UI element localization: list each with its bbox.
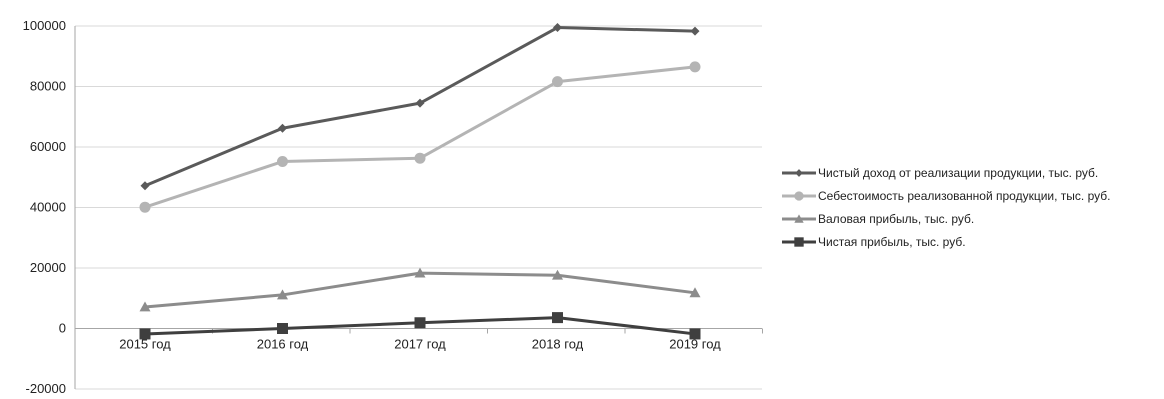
x-tick-label: 2016 год	[257, 337, 309, 352]
y-tick-label: 80000	[30, 79, 66, 94]
gridlines	[75, 25, 762, 390]
x-tick-label: 2018 год	[532, 337, 584, 352]
series-1	[140, 23, 700, 191]
y-tick-label: 40000	[30, 200, 66, 215]
y-tick-label: 100000	[23, 18, 66, 33]
series-2	[139, 61, 701, 213]
data-point	[414, 317, 426, 329]
data-point	[690, 26, 700, 36]
legend-item: Чистая прибыль, тыс. руб.	[782, 235, 966, 249]
legend-label: Валовая прибыль, тыс. руб.	[818, 212, 974, 226]
data-point	[139, 201, 151, 213]
y-tick-label: 20000	[30, 260, 66, 275]
data-point	[552, 312, 563, 324]
data-point	[689, 61, 701, 73]
legend-swatch-marker	[794, 237, 804, 247]
y-tick-label: 0	[59, 321, 66, 336]
legend-item: Чистый доход от реализации продукции, ты…	[782, 166, 1098, 180]
data-point	[415, 98, 425, 108]
series-line	[144, 65, 696, 209]
legend-item: Себестоимость реализованной продукции, т…	[782, 189, 1110, 203]
legend-label: Чистая прибыль, тыс. руб.	[818, 235, 966, 249]
data-point	[140, 181, 150, 191]
data-point	[277, 289, 288, 300]
x-tick-label: 2015 год	[119, 337, 171, 352]
legend: Чистый доход от реализации продукции, ты…	[782, 166, 1110, 249]
series-group	[139, 23, 701, 340]
data-point	[277, 156, 288, 168]
data-point	[552, 76, 563, 88]
data-point	[689, 287, 701, 298]
data-point	[414, 267, 426, 278]
x-tick-label: 2017 год	[394, 337, 446, 352]
legend-item: Валовая прибыль, тыс. руб.	[782, 212, 974, 226]
series-line	[144, 271, 696, 309]
data-point	[689, 328, 701, 340]
data-point	[277, 323, 288, 334]
x-tick-label: 2019 год	[669, 337, 721, 352]
series-3	[139, 267, 701, 312]
series-4	[139, 312, 701, 340]
legend-label: Себестоимость реализованной продукции, т…	[818, 189, 1110, 203]
legend-swatch-marker	[795, 169, 803, 177]
axes: 100000 80000 60000 40000 20000 0 -20000 2015 го…	[23, 18, 763, 396]
legend-swatch-marker	[794, 214, 804, 223]
legend-swatch-marker	[794, 191, 804, 201]
y-tick-label: -20000	[26, 381, 66, 396]
data-point	[278, 123, 287, 133]
legend-label: Чистый доход от реализации продукции, ты…	[818, 166, 1098, 180]
data-point	[139, 328, 151, 340]
data-point	[139, 301, 151, 312]
data-point	[553, 23, 562, 33]
data-point	[414, 152, 426, 164]
y-tick-label: 60000	[30, 139, 66, 154]
data-point	[552, 269, 563, 280]
